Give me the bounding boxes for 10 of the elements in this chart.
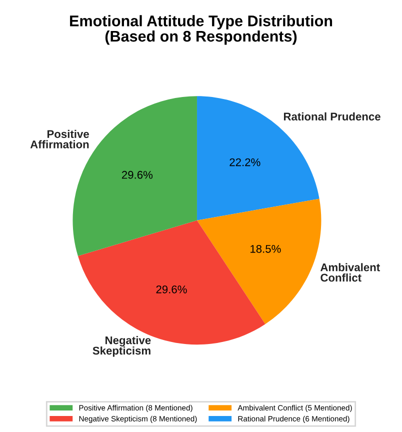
text: Ambivalent Conflict: [320, 263, 380, 282]
text: Rational Prudence: [284, 112, 380, 121]
pie-slice: [196, 198, 322, 324]
chart-title: Emotional Attitude Type Distribution (Based on 8 Respondents): [70, 15, 332, 45]
data-label: 18.5%: [250, 244, 281, 253]
text: Positive Affirmation: [30, 130, 89, 148]
data-label: 29.6%: [122, 170, 153, 179]
data-label: 29.6%: [156, 285, 187, 294]
text: Negative Skepticism: [92, 336, 151, 357]
data-label: 22.2%: [230, 158, 260, 166]
